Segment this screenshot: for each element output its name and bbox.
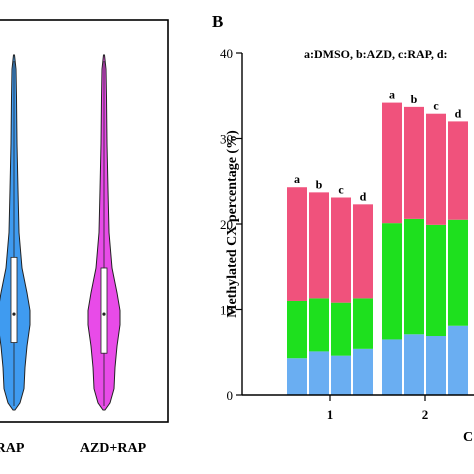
violin-median — [12, 312, 16, 316]
bar-label-b: b — [411, 92, 418, 106]
panel-label-b: B — [212, 12, 223, 31]
bar-label-a: a — [389, 88, 395, 102]
y-tick-label: 0 — [227, 388, 234, 403]
y-tick-label: 30 — [220, 132, 233, 147]
bar-segment-green-g1-b — [309, 298, 329, 352]
bar-segment-green-g1-d — [353, 298, 373, 349]
panel-b-stacked-bar-chart: B a:DMSO, b:AZD, c:RAP, d: Methylated CX… — [212, 12, 474, 445]
bar-segment-green-g2-d — [448, 219, 468, 326]
bar-segment-blue-g1-b — [309, 351, 329, 395]
bar-label-c: c — [433, 99, 439, 113]
bar-segment-blue-g1-a — [287, 358, 307, 395]
bar-segment-green-g1-a — [287, 300, 307, 359]
axes: 0 10 20 30 40 1 2 — [220, 46, 474, 422]
legend-text: a:DMSO, b:AZD, c:RAP, d: — [304, 47, 448, 61]
bar-label-d: d — [455, 106, 462, 120]
y-axis-label: Methylated CX percentage (%) — [225, 130, 240, 318]
violin-rap — [0, 54, 31, 411]
bar-segment-green-g1-c — [331, 302, 351, 356]
bar-segment-pink-g2-c — [426, 113, 446, 225]
bar-segment-blue-g2-c — [426, 336, 446, 395]
xtick-label-rap: RAP — [0, 441, 25, 456]
bar-group: a b c d a b c d — [287, 88, 468, 395]
violin-box — [10, 256, 18, 343]
bar-label-b: b — [316, 177, 323, 191]
bar-segment-blue-g1-c — [331, 355, 351, 395]
x-tick-label-1: 1 — [327, 407, 334, 422]
x-axis-label: C — [463, 430, 473, 445]
bar-segment-pink-g2-d — [448, 121, 468, 220]
xtick-label-azd-rap: AZD+RAP — [80, 441, 147, 456]
bar-segment-blue-g2-a — [382, 339, 402, 395]
y-tick-label: 10 — [220, 303, 233, 318]
x-tick-label-2: 2 — [422, 407, 429, 422]
panel-a-frame — [0, 19, 169, 423]
panel-a-violin-plot: RAP AZD+RAP — [0, 19, 169, 456]
violin-median — [102, 312, 106, 316]
bar-label-c: c — [338, 182, 344, 196]
bar-segment-green-g2-b — [404, 218, 424, 335]
bar-segment-pink-g1-a — [287, 187, 307, 301]
bar-segment-blue-g1-d — [353, 348, 373, 395]
bar-label-d: d — [360, 189, 367, 203]
bar-segment-blue-g2-b — [404, 334, 424, 395]
bar-segment-green-g2-c — [426, 224, 446, 337]
bar-segment-blue-g2-d — [448, 325, 468, 395]
bar-segment-pink-g1-b — [309, 192, 329, 299]
bar-segment-pink-g1-d — [353, 204, 373, 299]
bar-segment-pink-g2-a — [382, 102, 402, 224]
bar-label-a: a — [294, 172, 300, 186]
bar-segment-pink-g1-c — [331, 197, 351, 303]
y-tick-label: 20 — [220, 217, 233, 232]
bar-segment-green-g2-a — [382, 223, 402, 340]
violin-box — [100, 267, 108, 354]
violin-group — [0, 54, 121, 411]
bar-segment-pink-g2-b — [404, 106, 424, 219]
y-tick-label: 40 — [220, 46, 233, 61]
